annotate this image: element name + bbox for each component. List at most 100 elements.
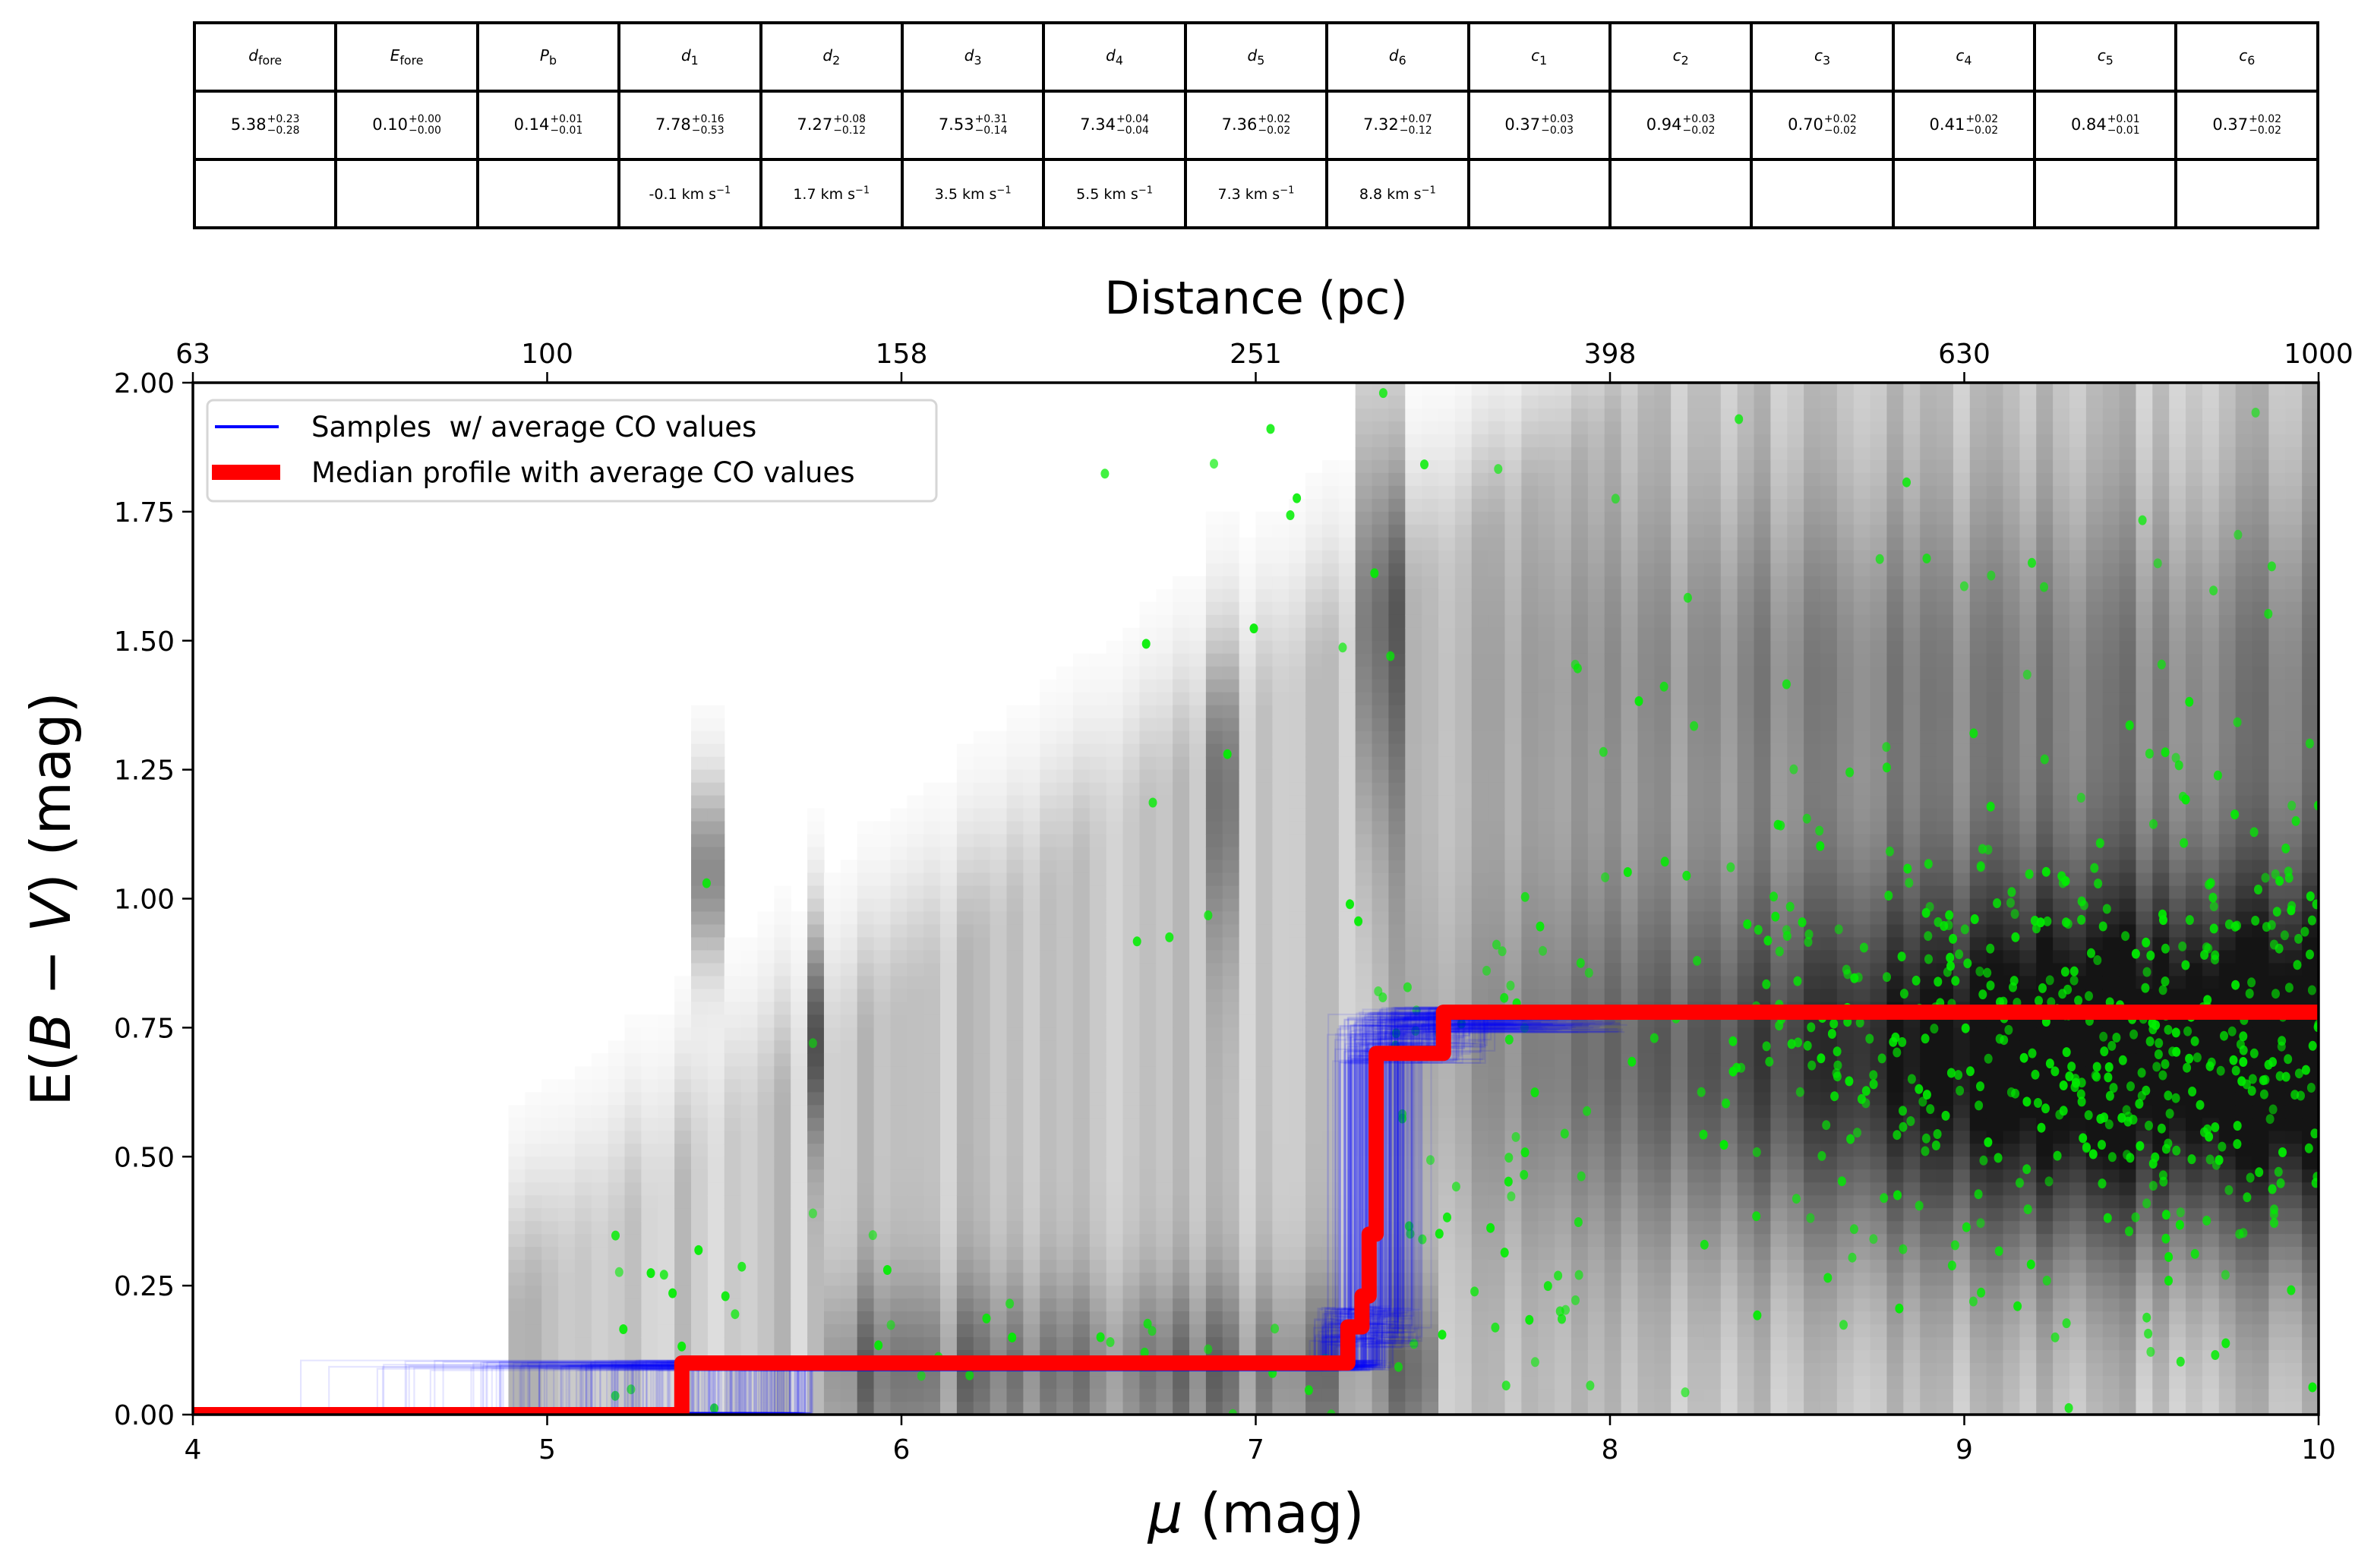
density-cell (1056, 1311, 1074, 1325)
density-cell (1587, 1337, 1605, 1351)
density-cell (1072, 976, 1091, 990)
density-cell (1173, 782, 1190, 797)
density-cell (724, 1027, 742, 1041)
density-cell (1687, 1324, 1705, 1338)
density-cell (1239, 1105, 1257, 1118)
density-cell (1072, 769, 1091, 784)
density-cell (1471, 1337, 1489, 1351)
density-cell (791, 1105, 808, 1118)
density-cell (774, 1040, 791, 1054)
density-cell (1770, 1208, 1788, 1222)
density-cell (1820, 1286, 1838, 1299)
density-cell (791, 1286, 808, 1299)
density-cell (1804, 718, 1821, 732)
density-cell (1587, 911, 1605, 926)
density-cell (1770, 1350, 1788, 1364)
density-cell (1754, 1247, 1771, 1260)
density-cell (873, 1014, 892, 1028)
density-cell (1305, 743, 1323, 758)
density-cell (1106, 989, 1124, 1002)
density-cell (1106, 1298, 1124, 1312)
density-cell (1687, 989, 1705, 1002)
density-cell (1687, 601, 1705, 616)
density-cell (1189, 679, 1207, 693)
density-cell (1555, 627, 1572, 642)
density-cell (1239, 537, 1257, 551)
density-cell (1372, 692, 1390, 706)
density-cell (1305, 472, 1323, 487)
density-cell (1222, 1324, 1240, 1338)
density-cell (873, 885, 892, 900)
density-cell (857, 1298, 875, 1312)
density-cell (1305, 627, 1323, 642)
density-cell (1405, 1014, 1422, 1028)
param-upper-error: +0.02 (1965, 113, 1999, 125)
density-cell (1654, 459, 1672, 474)
density-cell (807, 1260, 825, 1273)
density-cell (1355, 1144, 1373, 1157)
density-cell (1671, 924, 1688, 939)
density-cell (1538, 524, 1555, 538)
density-cell (707, 1169, 725, 1183)
density-cell (724, 1066, 742, 1080)
density-cell (1804, 1169, 1821, 1183)
density-cell (1687, 1040, 1705, 1054)
density-cell (1272, 576, 1290, 590)
density-cell (1471, 1156, 1489, 1170)
density-cell (1089, 782, 1107, 797)
param-median: 7.53 (938, 115, 974, 134)
density-cell (1355, 769, 1373, 784)
density-cell (973, 1002, 991, 1015)
density-cell (1338, 666, 1356, 680)
density-cell (1637, 537, 1655, 551)
density-cell (956, 1169, 974, 1183)
density-cell (1422, 1027, 1439, 1041)
density-cell (1587, 1247, 1605, 1260)
density-cell (1737, 1195, 1755, 1209)
density-cell (1239, 1195, 1257, 1209)
density-cell (1321, 653, 1340, 667)
density-cell (1671, 1402, 1688, 1415)
density-cell (774, 1234, 791, 1248)
density-cell (1056, 1092, 1074, 1106)
density-cell (873, 1221, 892, 1235)
density-cell (1338, 1195, 1356, 1209)
density-cell (1372, 446, 1390, 461)
density-cell (707, 989, 725, 1002)
density-cell (973, 1105, 991, 1118)
density-cell (1488, 1376, 1506, 1390)
velocity-exponent: −1 (1138, 185, 1153, 197)
density-cell (1804, 408, 1821, 422)
density-cell (1770, 963, 1788, 977)
density-cell (1671, 898, 1688, 913)
density-cell (1106, 1234, 1124, 1248)
density-cell (1305, 1092, 1323, 1106)
density-cell (1804, 705, 1821, 719)
density-cell (907, 1337, 924, 1351)
density-cell (890, 1247, 908, 1260)
density-cell (1538, 1195, 1555, 1209)
density-cell (1471, 1027, 1489, 1041)
density-cell (1438, 550, 1456, 564)
density-cell (1571, 1311, 1589, 1325)
density-cell (1122, 885, 1141, 900)
density-cell (890, 860, 908, 874)
density-cell (1754, 730, 1771, 745)
density-cell (1289, 1118, 1306, 1131)
density-cell (807, 898, 825, 913)
density-cell (1438, 1286, 1456, 1299)
density-cell (558, 1363, 576, 1377)
param-header-cell: Efore (334, 21, 479, 93)
density-cell (1205, 1221, 1223, 1235)
density-cell (1040, 743, 1057, 758)
density-cell (1072, 834, 1091, 848)
density-cell (1804, 1092, 1821, 1106)
density-cell (1173, 1066, 1190, 1080)
density-cell (1222, 976, 1240, 990)
density-cell (1737, 860, 1755, 874)
density-cell (1737, 692, 1755, 706)
density-cell (1571, 550, 1589, 564)
density-cell (1538, 1402, 1555, 1415)
param-header-cell: d3 (900, 21, 1046, 93)
density-cell (1604, 1298, 1622, 1312)
